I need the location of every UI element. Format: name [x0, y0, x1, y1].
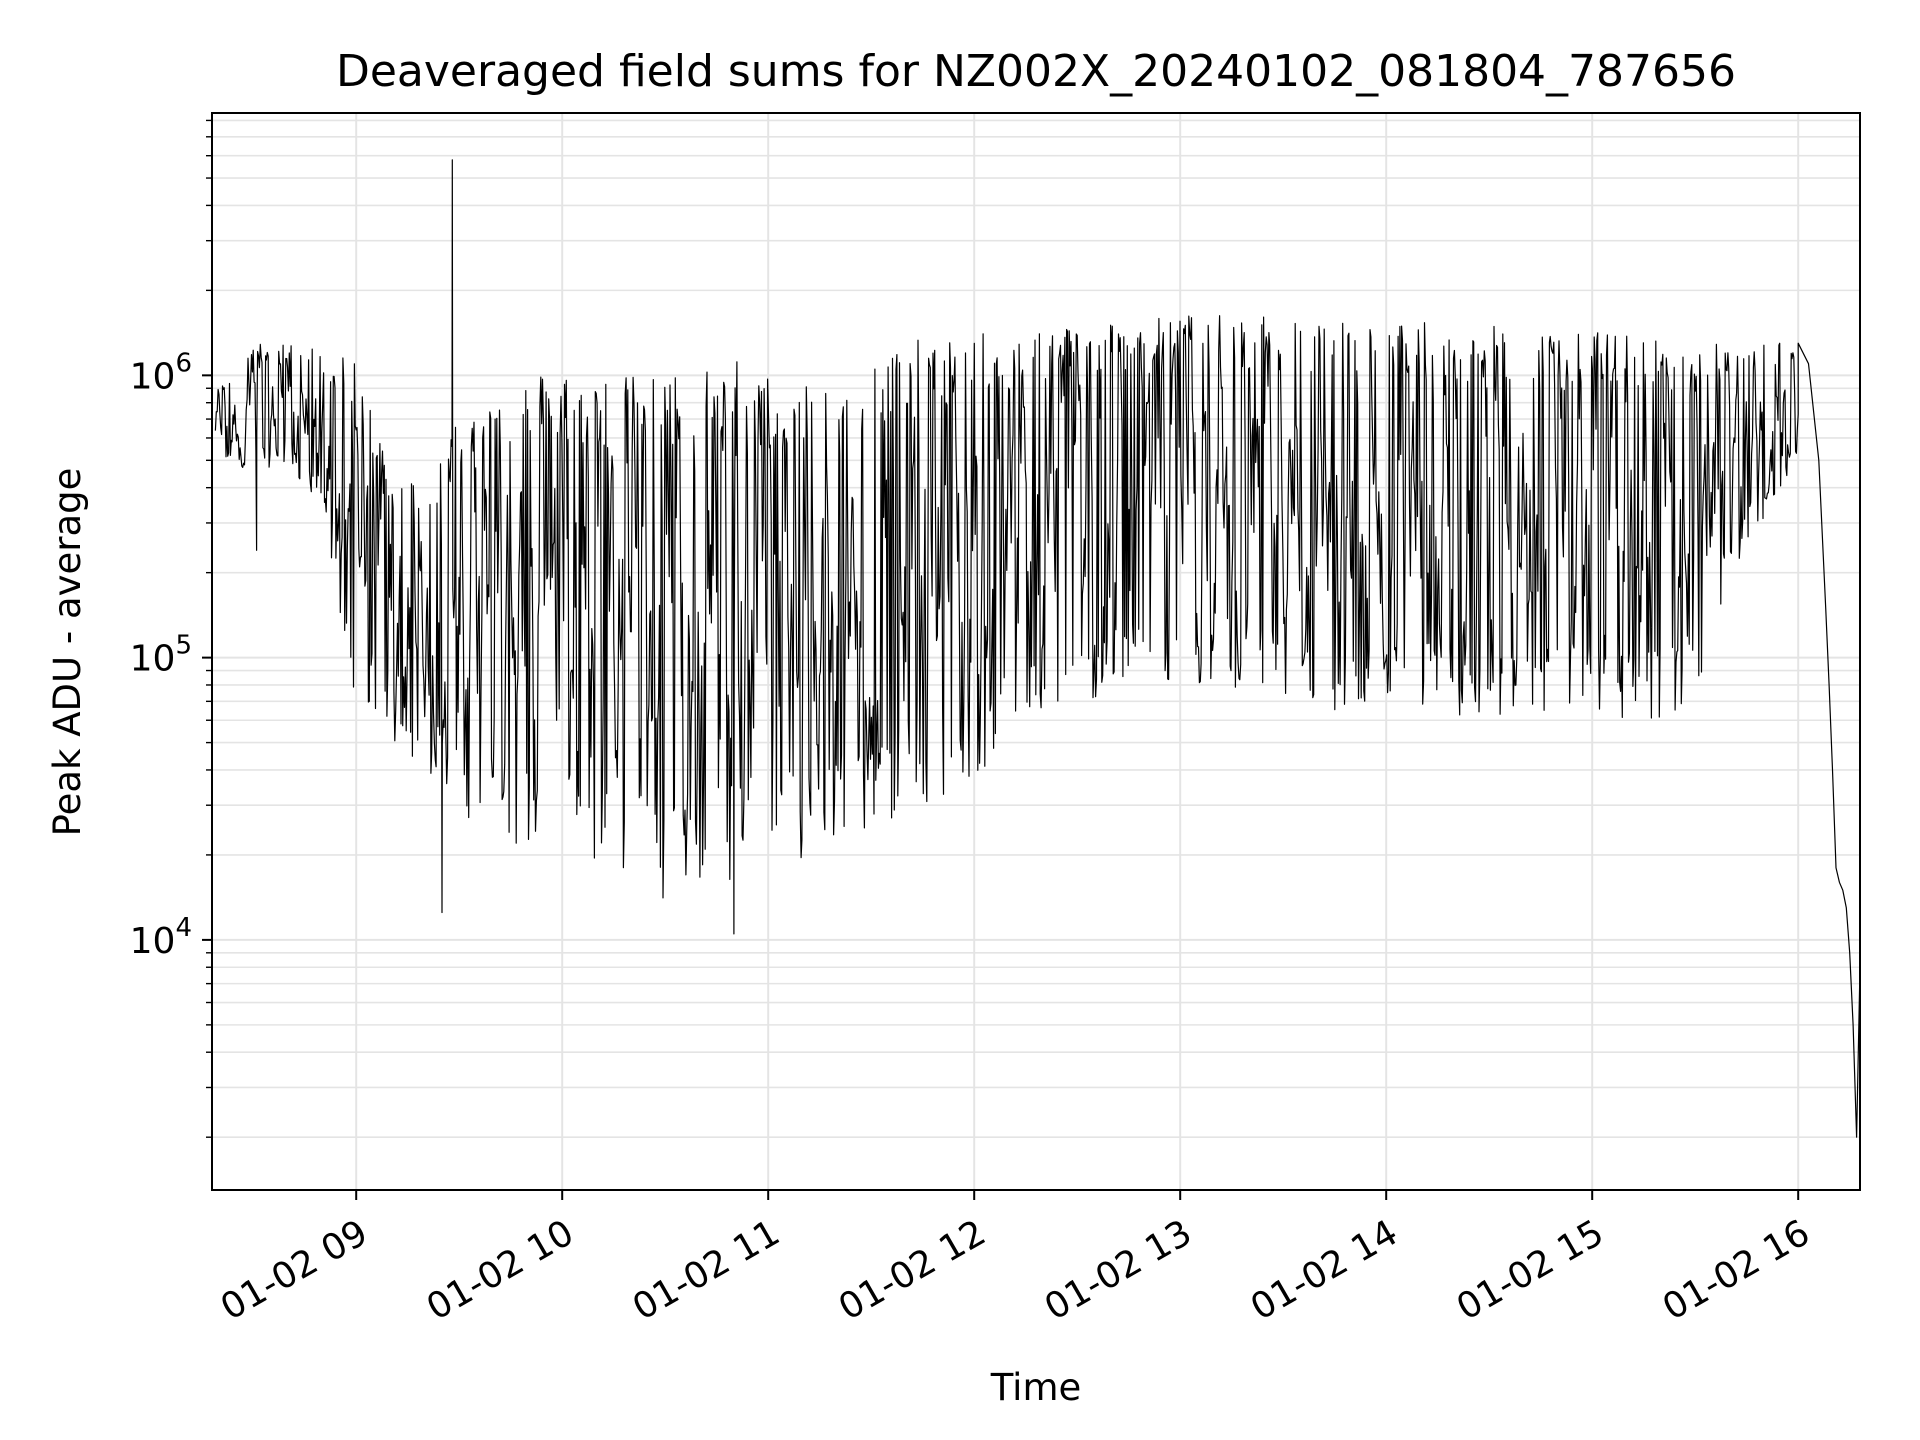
x-axis-label: Time	[990, 1366, 1082, 1409]
y-tick-label: 105	[130, 631, 192, 680]
series-line-group	[214, 159, 1861, 1138]
y-tick-label: 106	[130, 348, 192, 397]
y-tick-label: 104	[130, 913, 192, 962]
y-axis-label: Peak ADU - average	[46, 468, 89, 837]
chart-title: Deaveraged field sums for NZ002X_2024010…	[336, 46, 1736, 97]
series-line	[214, 159, 1861, 1138]
plot-frame	[211, 112, 1861, 1191]
y-axis: 104 105 106	[130, 119, 212, 1138]
